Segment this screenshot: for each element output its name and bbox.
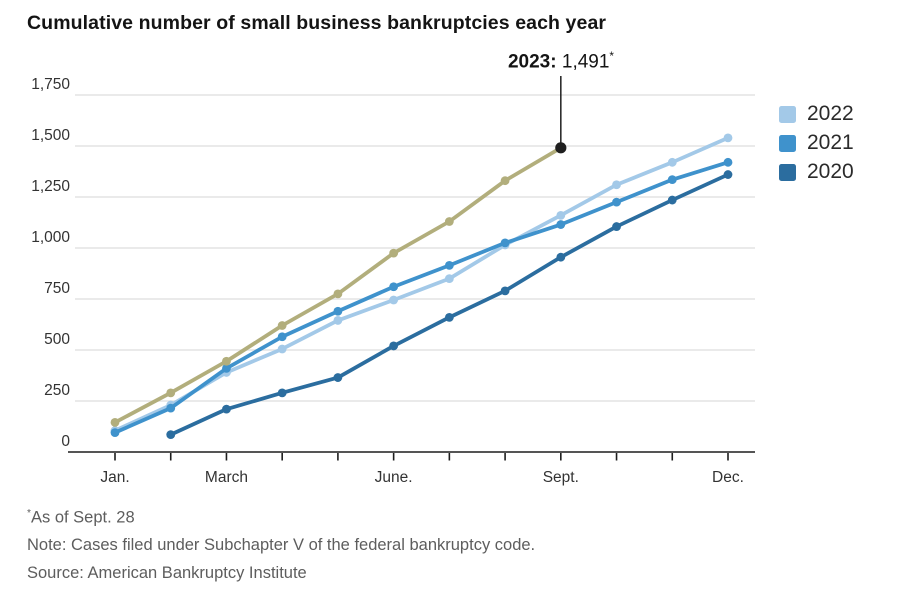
data-point-2023 (110, 418, 120, 427)
data-point-2021 (556, 220, 566, 229)
legend-item-2020: 2020 (779, 161, 854, 183)
data-point-2022 (333, 316, 343, 325)
x-tick-label: June. (375, 469, 413, 486)
annotation-2023: 2023: 1,491* (508, 50, 614, 73)
data-point-2020 (500, 286, 510, 296)
data-point-2021 (612, 197, 621, 207)
annotation-value: 1,491 (561, 51, 610, 73)
data-point-2021 (166, 403, 176, 413)
y-tick-label: 1,750 (31, 76, 70, 93)
x-tick-label: March (205, 469, 248, 486)
legend-swatch-2020 (779, 163, 796, 181)
y-tick-label: 1,000 (31, 229, 70, 246)
data-point-2020 (166, 430, 176, 440)
data-point-2023 (333, 289, 343, 299)
data-point-2023 (389, 248, 399, 258)
legend-swatch-2021 (779, 134, 796, 152)
chart-title: Cumulative number of small business bank… (27, 12, 607, 34)
data-point-2021 (277, 332, 287, 342)
y-tick-label: 1,250 (31, 178, 70, 195)
data-point-2020 (667, 195, 677, 205)
data-point-2022 (277, 344, 287, 354)
annotation-asterisk: * (609, 50, 615, 63)
data-point-2023 (444, 217, 454, 226)
x-tick-label: Jan. (100, 469, 129, 486)
data-point-2021 (110, 428, 120, 438)
data-point-2021 (500, 238, 510, 248)
y-tick-label: 0 (61, 433, 70, 450)
data-point-2021 (222, 363, 231, 373)
x-tick-label: Sept. (543, 469, 579, 486)
data-point-2021 (389, 282, 399, 292)
legend-label-2021: 2021 (807, 131, 854, 154)
legend: 2022 2021 2020 (779, 103, 854, 190)
legend-label-2020: 2020 (807, 160, 854, 183)
data-point-2023 (500, 176, 510, 186)
data-point-2022 (444, 274, 454, 283)
y-tick-label: 750 (44, 280, 70, 297)
legend-swatch-2022 (779, 105, 796, 123)
data-point-2021 (333, 306, 343, 316)
data-point-2020 (333, 373, 343, 382)
data-point-2022 (556, 210, 566, 220)
series-line-2021 (113, 160, 730, 435)
x-tick-label: Dec. (712, 469, 744, 486)
footnotes: *As of Sept. 28 Note: Cases filed under … (27, 500, 535, 587)
series-line-2022 (113, 135, 730, 433)
data-point-2022 (389, 295, 399, 305)
data-point-2022 (667, 157, 677, 167)
data-point-2022 (723, 133, 733, 143)
legend-item-2022: 2022 (779, 103, 854, 125)
data-point-2021 (444, 260, 454, 270)
data-point-2020 (222, 404, 231, 414)
data-point-2022 (612, 180, 621, 190)
data-point-2020 (277, 388, 287, 398)
data-point-2021 (723, 157, 733, 167)
footnote-note: Note: Cases filed under Subchapter V of … (27, 536, 536, 554)
data-point-2020 (389, 341, 399, 351)
data-point-2020 (556, 252, 566, 262)
annotation-end-dot (555, 142, 567, 154)
footnote-as-of: *As of Sept. 28 (27, 500, 535, 532)
data-point-2020 (723, 170, 733, 179)
data-point-2021 (667, 175, 677, 185)
footnote-source: Source: American Bankruptcy Institute (27, 563, 307, 582)
y-tick-label: 1,500 (31, 127, 70, 144)
y-tick-label: 250 (44, 382, 70, 399)
data-point-2020 (612, 222, 621, 231)
footnote-as-of-text: As of Sept. 28 (30, 508, 135, 527)
annotation-year-label: 2023: (507, 51, 557, 73)
data-point-2023 (222, 356, 231, 366)
data-point-2023 (277, 321, 287, 330)
data-point-2020 (444, 312, 454, 322)
series-line-2020 (168, 172, 730, 437)
y-tick-label: 500 (44, 331, 70, 348)
legend-item-2021: 2021 (779, 132, 854, 154)
data-point-2023 (166, 388, 176, 398)
legend-label-2022: 2022 (807, 102, 854, 125)
footnote-asterisk: * (27, 508, 31, 519)
